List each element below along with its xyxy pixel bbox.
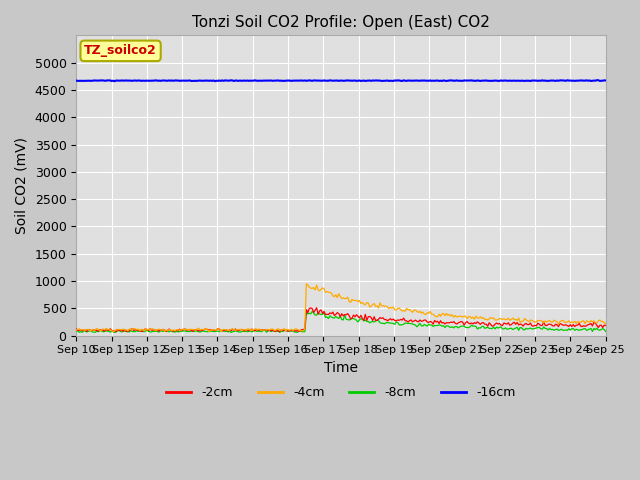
Title: Tonzi Soil CO2 Profile: Open (East) CO2: Tonzi Soil CO2 Profile: Open (East) CO2	[192, 15, 490, 30]
Legend: -2cm, -4cm, -8cm, -16cm: -2cm, -4cm, -8cm, -16cm	[161, 382, 520, 405]
Y-axis label: Soil CO2 (mV): Soil CO2 (mV)	[15, 137, 29, 234]
Text: TZ_soilco2: TZ_soilco2	[84, 44, 157, 57]
X-axis label: Time: Time	[324, 361, 358, 375]
